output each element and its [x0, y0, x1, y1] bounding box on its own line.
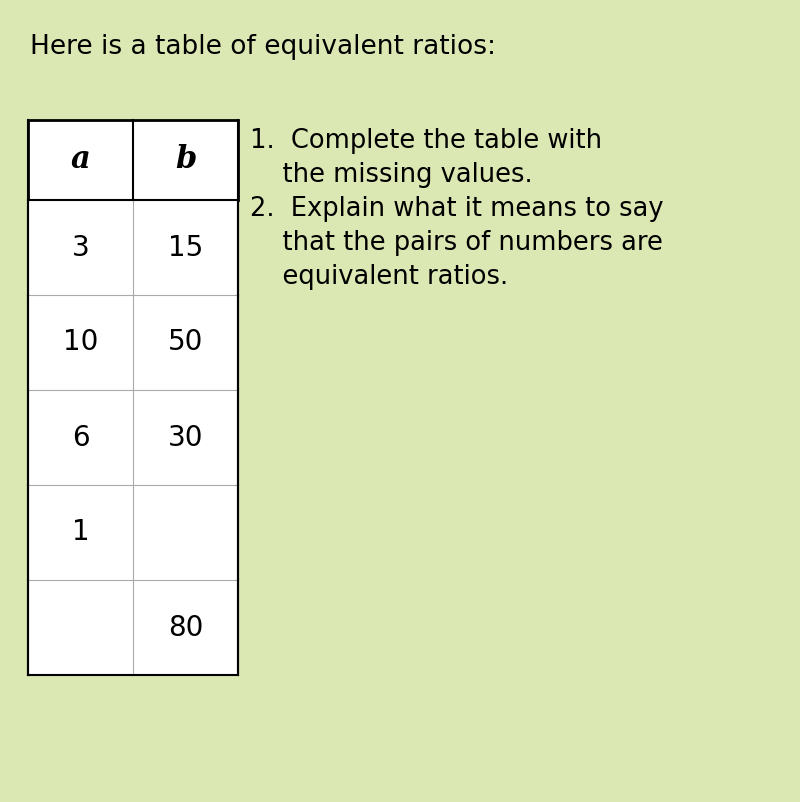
Text: 1: 1: [72, 519, 90, 546]
Text: 2.  Explain what it means to say: 2. Explain what it means to say: [250, 196, 664, 222]
Text: the missing values.: the missing values.: [250, 162, 533, 188]
Text: 1.  Complete the table with: 1. Complete the table with: [250, 128, 602, 154]
Text: 15: 15: [168, 233, 203, 261]
Text: 10: 10: [63, 329, 98, 357]
Bar: [28, 580, 238, 675]
Text: 3: 3: [72, 233, 90, 261]
Text: 50: 50: [168, 329, 203, 357]
Bar: [28, 485, 238, 580]
Text: 6: 6: [72, 423, 90, 452]
Text: a: a: [70, 144, 90, 176]
Text: 30: 30: [168, 423, 203, 452]
Bar: [28, 120, 238, 200]
Text: 80: 80: [168, 614, 203, 642]
Text: Here is a table of equivalent ratios:: Here is a table of equivalent ratios:: [30, 34, 496, 60]
Bar: [28, 200, 238, 295]
Bar: [28, 295, 238, 390]
Text: equivalent ratios.: equivalent ratios.: [250, 264, 508, 290]
Text: b: b: [175, 144, 196, 176]
Text: that the pairs of numbers are: that the pairs of numbers are: [250, 230, 663, 256]
Bar: [28, 390, 238, 485]
